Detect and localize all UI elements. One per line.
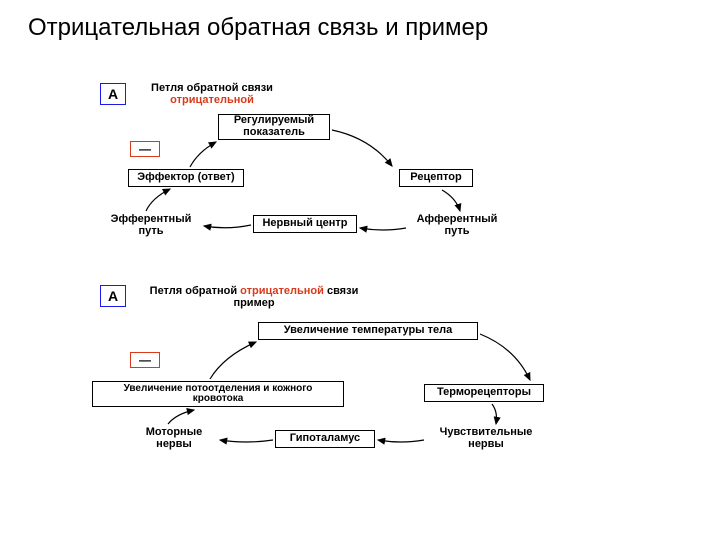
node-efferent: Эфферентный путь xyxy=(101,213,201,239)
node-afferent-l2: путь xyxy=(444,226,469,238)
bottom-title-red: отрицательной xyxy=(240,285,324,297)
bottom-minus: — xyxy=(130,352,160,368)
node-effector: Эффектор (ответ) xyxy=(128,169,244,187)
diagram-canvas: А Петля обратной связи отрицательной — Р… xyxy=(0,0,720,540)
top-title-l2: отрицательной xyxy=(170,94,254,106)
bottom-title-b: связи xyxy=(324,285,358,297)
node-sensory: Чувствительные нервы xyxy=(426,426,546,452)
bottom-title-l2: пример xyxy=(233,298,274,310)
bottom-title-box: Петля обратной отрицательной связи приме… xyxy=(128,285,380,311)
arrows-svg xyxy=(0,0,720,540)
node-sensory-l2: нервы xyxy=(468,439,504,451)
top-minus: — xyxy=(130,141,160,157)
node-hypo: Гипоталамус xyxy=(275,430,375,448)
top-title-l1: Петля обратной связи xyxy=(151,82,273,94)
bottom-panel-a: А xyxy=(100,285,126,307)
top-panel-a: А xyxy=(100,83,126,105)
node-thermo: Терморецепторы xyxy=(424,384,544,402)
node-afferent: Афферентный путь xyxy=(407,213,507,239)
node-sweat: Увеличение потоотделения и кожного крово… xyxy=(92,381,344,407)
node-sweat-l2: кровотока xyxy=(193,394,244,405)
node-receptor: Рецептор xyxy=(399,169,473,187)
node-regulated-l2: показатель xyxy=(243,127,305,139)
node-motor-l2: нервы xyxy=(156,439,192,451)
top-title-box: Петля обратной связи отрицательной xyxy=(128,83,296,107)
bottom-title-a: Петля обратной xyxy=(150,285,241,297)
node-center: Нервный центр xyxy=(253,215,357,233)
node-temp: Увеличение температуры тела xyxy=(258,322,478,340)
node-regulated: Регулируемый показатель xyxy=(218,114,330,140)
node-motor: Моторные нервы xyxy=(131,426,217,452)
node-efferent-l2: путь xyxy=(138,226,163,238)
